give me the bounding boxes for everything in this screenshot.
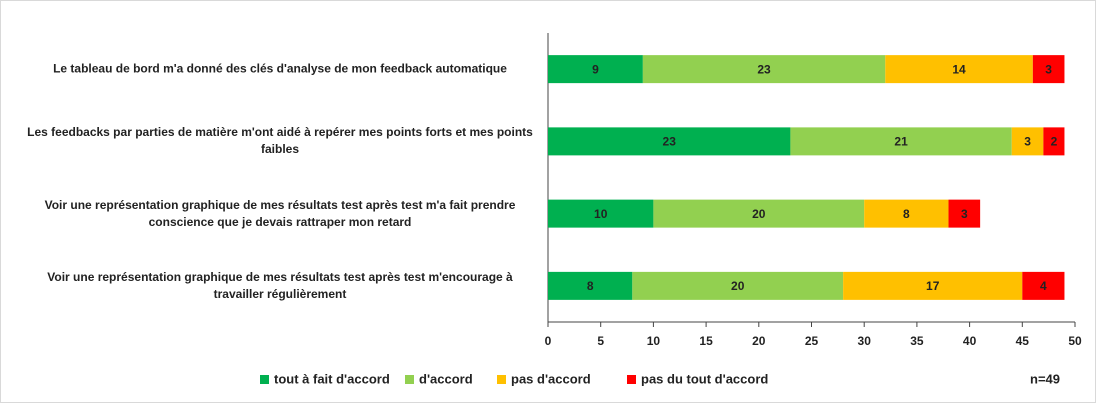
bar-segment bbox=[948, 199, 981, 228]
category-label: Voir une représentation graphique de mes… bbox=[47, 269, 513, 301]
legend-swatch bbox=[497, 375, 506, 384]
x-tick-label: 0 bbox=[545, 334, 552, 348]
legend-label: d'accord bbox=[419, 371, 473, 386]
legend-label: pas d'accord bbox=[511, 371, 591, 386]
x-tick-label: 40 bbox=[963, 334, 977, 348]
bar-segment bbox=[548, 199, 654, 228]
data-label: 10 bbox=[594, 207, 608, 221]
category-label: Les feedbacks par parties de matière m'o… bbox=[27, 125, 533, 157]
legend-label: pas du tout d'accord bbox=[641, 371, 768, 386]
category-label: Voir une représentation graphique de mes… bbox=[44, 197, 516, 229]
data-label: 17 bbox=[926, 279, 940, 293]
x-tick-label: 5 bbox=[597, 334, 604, 348]
bar-segment bbox=[790, 127, 1012, 156]
bar-segment bbox=[632, 271, 844, 300]
x-tick-label: 50 bbox=[1068, 334, 1082, 348]
bar-segment bbox=[548, 271, 633, 300]
bar-segment bbox=[653, 199, 865, 228]
data-label: 20 bbox=[752, 207, 766, 221]
bar-segment bbox=[548, 127, 791, 156]
data-label: 23 bbox=[663, 135, 677, 149]
data-label: 14 bbox=[952, 62, 966, 76]
data-label: 23 bbox=[757, 62, 771, 76]
data-label: 8 bbox=[587, 279, 594, 293]
x-tick-label: 35 bbox=[910, 334, 924, 348]
bar-segment bbox=[1022, 271, 1065, 300]
x-tick-label: 30 bbox=[858, 334, 872, 348]
legend-label: tout à fait d'accord bbox=[274, 371, 390, 386]
bar-segment bbox=[548, 55, 643, 84]
data-label: 9 bbox=[592, 62, 599, 76]
bar-segment bbox=[1011, 127, 1044, 156]
bar-segment bbox=[843, 271, 1023, 300]
x-tick-label: 20 bbox=[752, 334, 766, 348]
legend-swatch bbox=[627, 375, 636, 384]
x-tick-label: 45 bbox=[1016, 334, 1030, 348]
bar-segment bbox=[864, 199, 949, 228]
x-tick-label: 10 bbox=[647, 334, 661, 348]
x-tick-label: 15 bbox=[699, 334, 713, 348]
data-label: 4 bbox=[1040, 279, 1047, 293]
bar-segment bbox=[1032, 55, 1065, 84]
data-label: 8 bbox=[903, 207, 910, 221]
legend-swatch bbox=[405, 375, 414, 384]
x-tick-label: 25 bbox=[805, 334, 819, 348]
data-label: 3 bbox=[1045, 62, 1052, 76]
legend-swatch bbox=[260, 375, 269, 384]
bar-segment bbox=[642, 55, 886, 84]
data-label: 3 bbox=[1024, 135, 1031, 149]
bar-segment bbox=[1043, 127, 1065, 156]
category-label: Le tableau de bord m'a donné des clés d'… bbox=[53, 61, 507, 76]
data-label: 20 bbox=[731, 279, 745, 293]
data-label: 21 bbox=[894, 135, 908, 149]
bar-segment bbox=[885, 55, 1033, 84]
data-label: 3 bbox=[961, 207, 968, 221]
annotation: n=49 bbox=[1030, 371, 1060, 386]
data-label: 2 bbox=[1051, 135, 1058, 149]
